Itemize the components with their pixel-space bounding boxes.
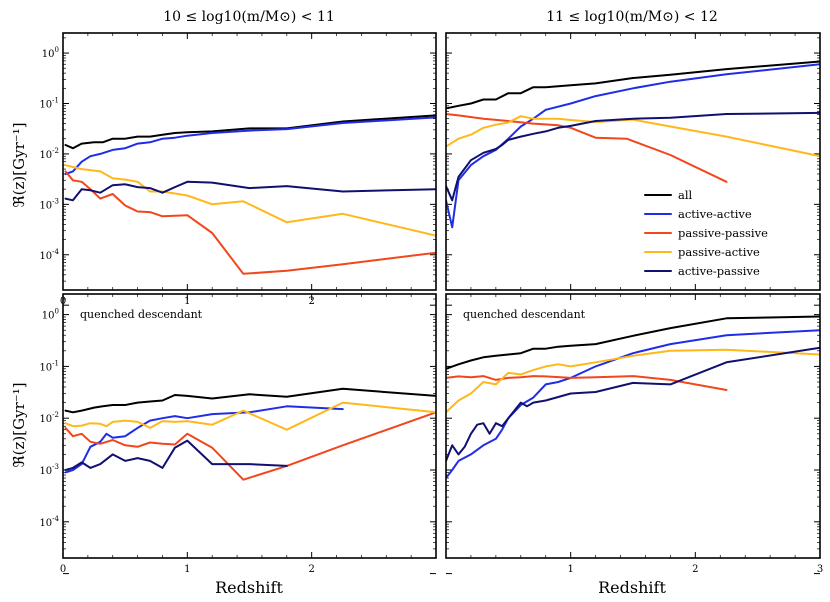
y-tick-label: 10-2 xyxy=(39,411,59,425)
y-tick-label: 10-4 xyxy=(39,248,59,262)
y-tick-label: 10-1 xyxy=(39,96,59,110)
x-tick-label: 1 xyxy=(184,296,190,307)
x-axis-label-left: Redshift xyxy=(215,578,283,597)
x-tick-label: 1 xyxy=(567,564,573,575)
series-line-active-passive xyxy=(446,111,820,202)
x-axis-label-right: Redshift xyxy=(598,578,666,597)
annotation-quenched-right: quenched descendant xyxy=(463,308,586,321)
series-line-all xyxy=(446,315,820,370)
panel-bottom-right: 1 2 3 xyxy=(445,293,823,575)
series-line-passive-passive xyxy=(64,411,436,481)
axes-frame xyxy=(445,293,821,559)
panel-top-right xyxy=(445,32,821,306)
series-line-active-active xyxy=(64,116,436,175)
panel-bottom-left: 10-4 10-3 10-2 10-1 100 0 1 2 xyxy=(39,293,437,575)
series-line-all xyxy=(64,387,436,414)
panel-title-left: 10 ≤ log10(m/M⊙) < 11 xyxy=(163,9,335,25)
legend-label-all: all xyxy=(678,188,693,202)
axes-frame xyxy=(445,32,821,291)
legend-label-passive-passive: passive-passive xyxy=(678,226,768,240)
series-line-all xyxy=(64,114,436,150)
series-line-active-passive xyxy=(64,180,436,202)
y-axis-label-bottom: ℜ(z)[Gyr⁻¹] xyxy=(10,382,28,467)
y-tick-label: 10-2 xyxy=(39,147,59,161)
axes-frame xyxy=(62,293,437,559)
y-tick-label: 100 xyxy=(42,46,59,60)
annotation-quenched-left: quenched descendant xyxy=(80,308,203,321)
series-line-active-active xyxy=(64,405,344,474)
x-tick-label: 2 xyxy=(692,564,698,575)
y-axis-label-top: ℜ(z)[Gyr⁻¹] xyxy=(10,122,28,207)
series-line-passive-active xyxy=(64,164,436,237)
x-tick-label: 3 xyxy=(817,564,823,575)
x-tick-label: 2 xyxy=(308,296,314,307)
series-line-passive-active xyxy=(64,401,436,431)
series-line-passive-passive xyxy=(446,375,728,391)
legend-label-active-active: active-active xyxy=(678,207,752,221)
y-tick-label: 100 xyxy=(42,308,59,322)
x-tick-label: 1 xyxy=(184,564,190,575)
x-tick-label: 2 xyxy=(308,564,314,575)
series-line-passive-passive xyxy=(64,170,436,275)
y-tick-label: 10-3 xyxy=(39,197,59,211)
series-line-passive-passive xyxy=(446,113,728,183)
x-tick-label: 0 xyxy=(60,564,66,575)
legend: all active-active passive-passive passiv… xyxy=(644,188,768,278)
y-tick-label: 10-1 xyxy=(39,359,59,373)
series-line-active-passive xyxy=(64,439,288,471)
panel-title-right: 11 ≤ log10(m/M⊙) < 12 xyxy=(546,9,718,25)
series-line-passive-active xyxy=(446,348,820,414)
series-line-active-passive xyxy=(446,346,820,462)
series-line-active-active xyxy=(446,329,820,479)
series-line-all xyxy=(446,60,820,110)
y-tick-label: 10-3 xyxy=(39,463,59,477)
legend-label-active-passive: active-passive xyxy=(678,264,760,278)
axes-frame xyxy=(62,32,437,291)
series-line-passive-active xyxy=(446,115,820,158)
y-tick-label: 10-4 xyxy=(39,515,59,529)
legend-label-passive-active: passive-active xyxy=(678,245,760,259)
